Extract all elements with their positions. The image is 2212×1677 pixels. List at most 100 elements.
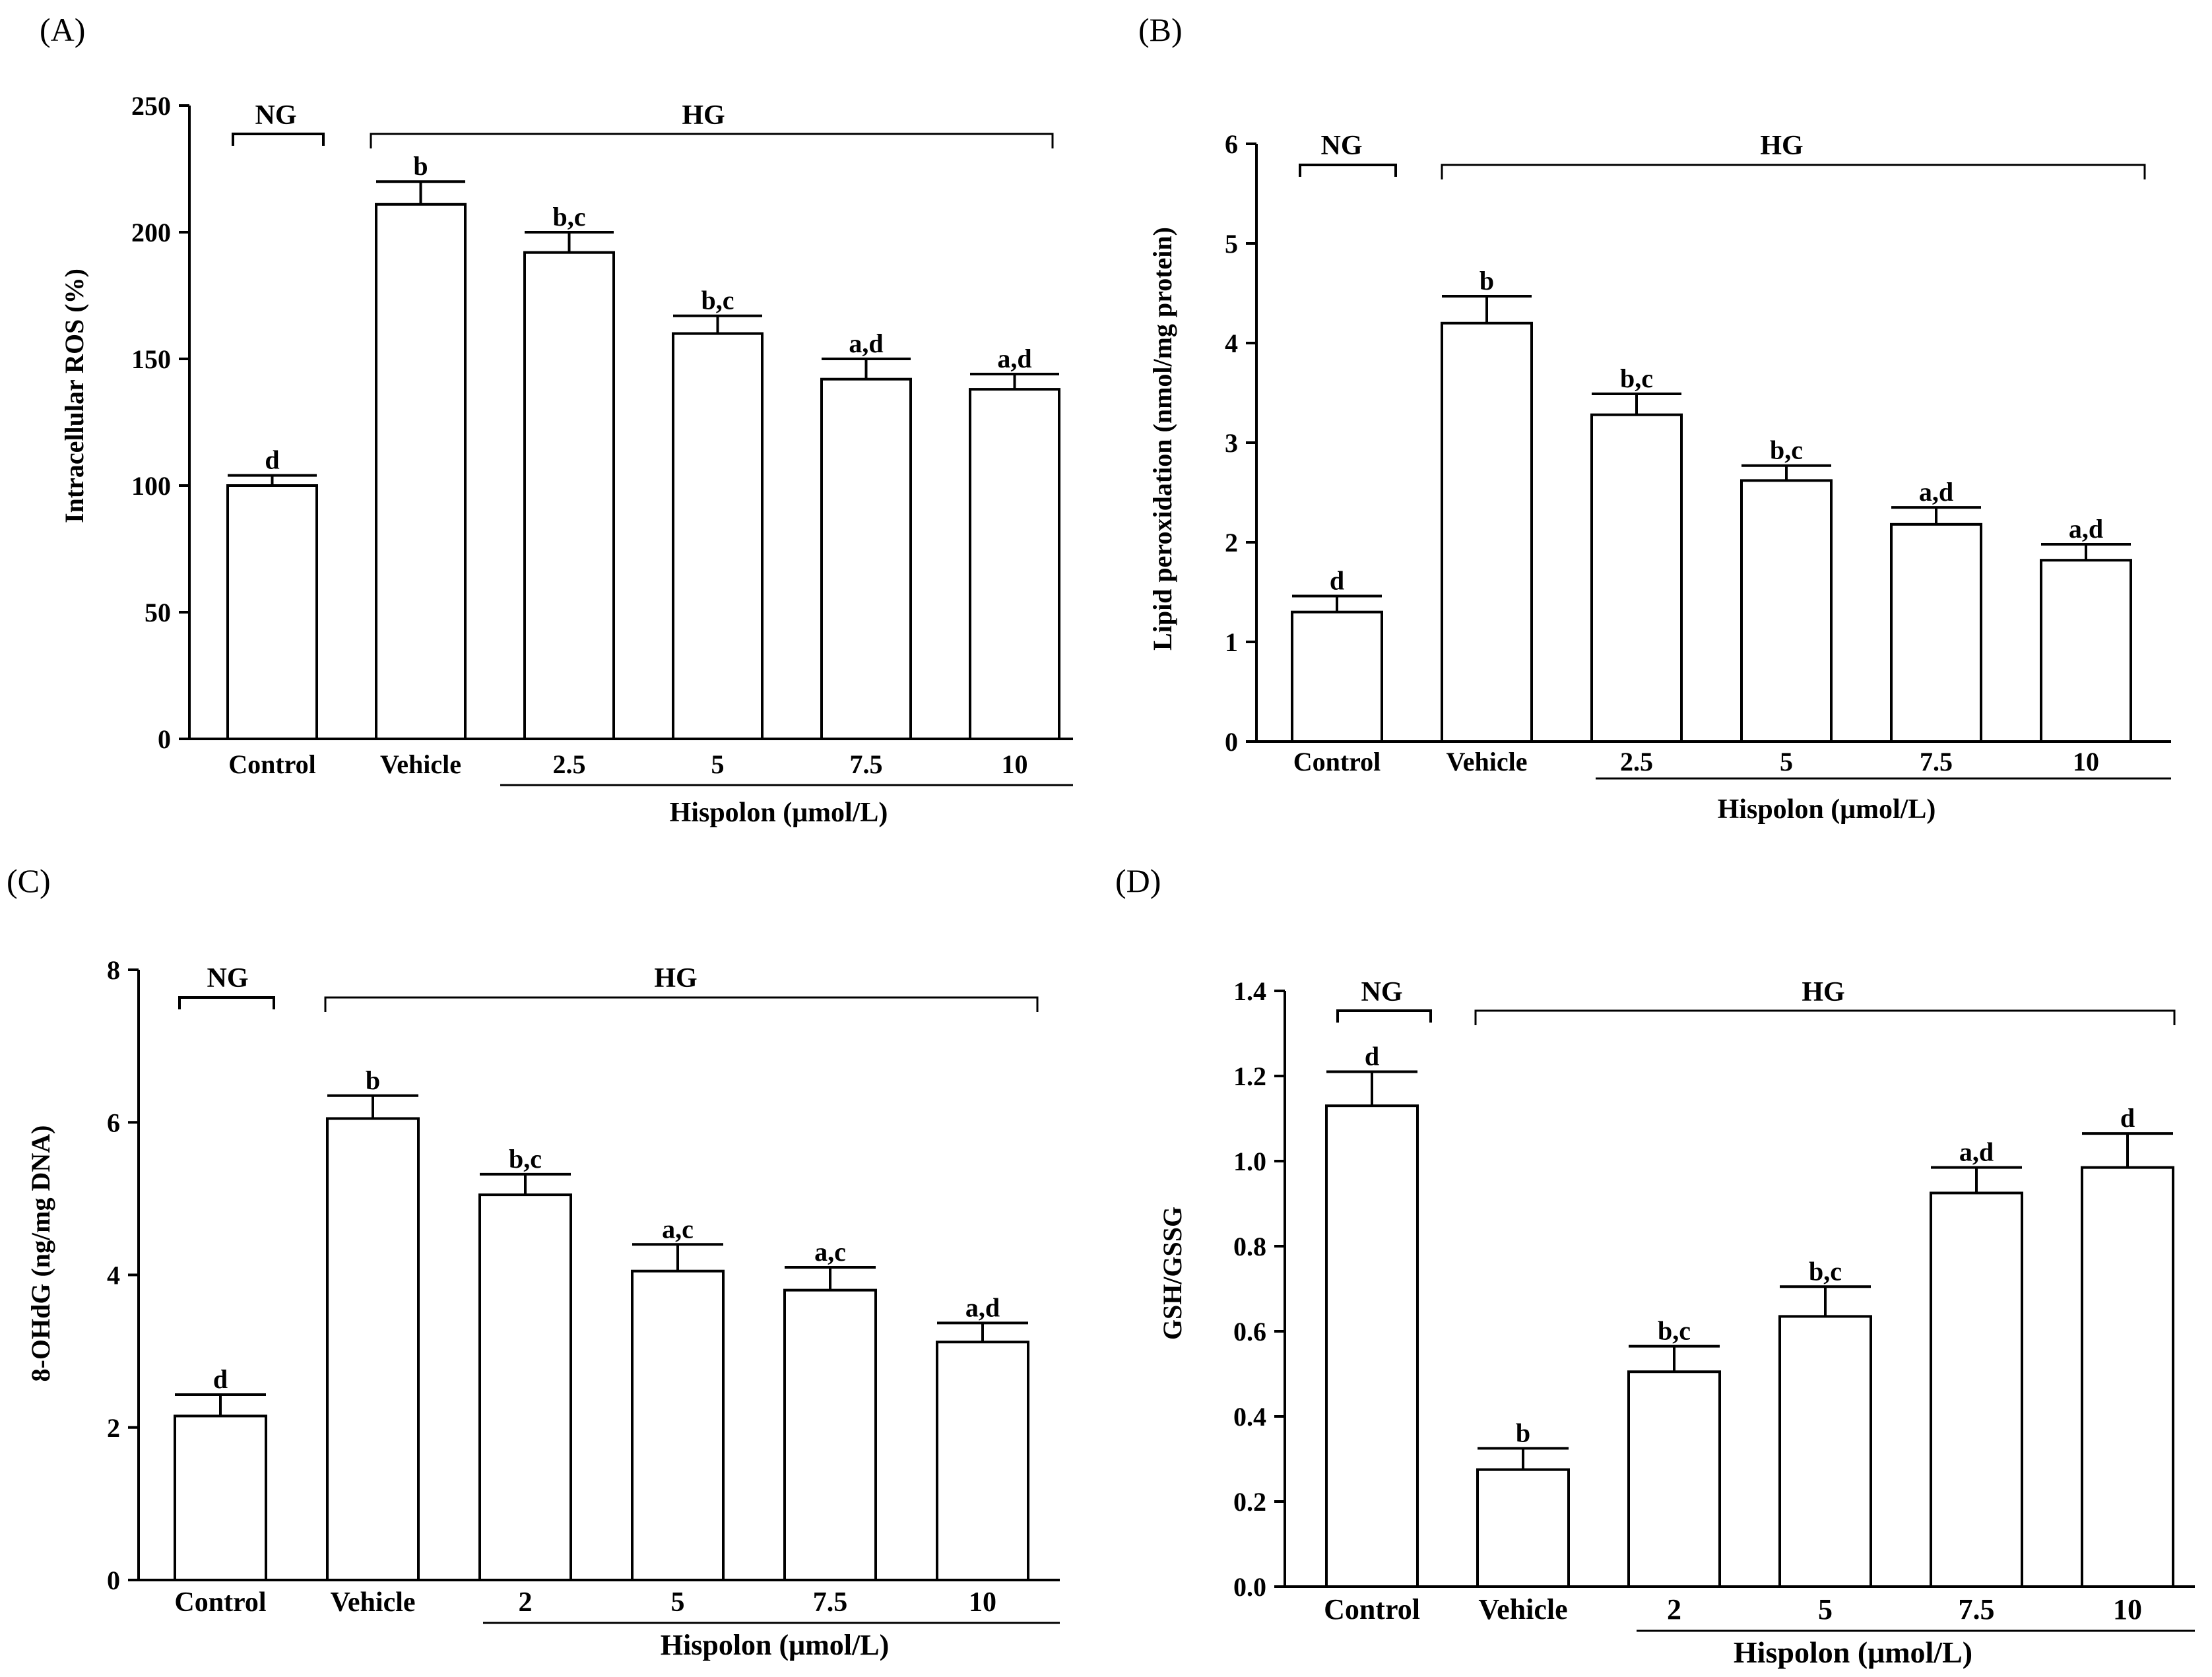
significance-label: a,d [2069,514,2103,544]
y-tick-label: 0 [158,724,171,754]
x-tick-label: 10 [1002,749,1028,779]
x-tick-label: Vehicle [380,749,461,779]
y-tick-label: 6 [1225,129,1238,159]
significance-label: a,c [814,1237,846,1267]
bar [326,1117,420,1581]
x-tick-label: 7.5 [1959,1593,1995,1626]
bar [375,203,467,740]
x-tick-label: 5 [671,1587,685,1618]
hg-bracket [370,133,1054,148]
bar [1740,479,1833,743]
bar [1627,1370,1721,1588]
significance-label: a,d [849,329,883,358]
panel-label: (B) [1138,11,1183,48]
hg-group-label: HG [654,963,697,994]
significance-label: a,d [1959,1137,1994,1167]
y-tick-label: 0.6 [1233,1317,1266,1346]
x-tick-label: Control [174,1587,266,1618]
x-tick-label: Vehicle [1478,1593,1567,1626]
y-axis-label: 8-OHdG (ng/mg DNA) [26,1125,55,1382]
y-tick-label: 4 [107,1261,120,1290]
significance-label: b,c [1658,1316,1691,1346]
hg-group-label: HG [1802,977,1844,1007]
panel-c: (C) 8-OHdG (ng/mg DNA) NG HG Hispolon (μ… [7,862,1060,1661]
y-tick-label: 3 [1225,428,1238,458]
significance-label: d [265,445,279,475]
bar [672,332,764,741]
y-tick-label: 250 [131,91,171,121]
y-tick-label: 1.2 [1233,1061,1266,1091]
y-tick-label: 200 [131,218,171,247]
x-tick-label: 10 [2113,1593,2142,1626]
hg-bracket [324,996,1039,1012]
bar [2081,1166,2174,1589]
bar [820,377,912,740]
y-tick-label: 0.2 [1233,1487,1266,1517]
panel-label: (A) [40,11,85,48]
bar [1930,1191,2023,1588]
y-tick-label: 100 [131,471,171,501]
significance-label: d [1365,1042,1379,1071]
significance-label: b,c [1809,1256,1842,1286]
hispolon-group-label: Hispolon (μmol/L) [1718,794,1936,825]
x-tick-label: 2.5 [553,749,586,779]
bar [1778,1315,1872,1589]
ng-bracket [232,133,325,146]
significance-label: d [2120,1103,2135,1133]
ng-bracket [1299,164,1397,177]
x-tick-label: 10 [969,1587,996,1618]
y-axis-label: Intracellular ROS (%) [59,269,89,523]
bar [1476,1468,1570,1588]
x-tick-label: 10 [2073,747,2099,776]
bar [478,1193,572,1581]
bar [783,1288,877,1581]
hispolon-group-label: Hispolon (μmol/L) [1734,1635,1972,1669]
y-tick-label: 150 [131,344,171,374]
hg-bracket [1441,164,2146,179]
x-tick-label: 5 [1780,747,1793,776]
panel-d: (D) GSH/GSSG NG HG Hispolon (μmol/L) 0.0… [1115,862,2195,1669]
panel-a: (A) Intracellular ROS (%) NG HG Hispolon… [40,11,1073,828]
ng-bracket [178,996,275,1009]
ng-group-label: NG [1361,977,1403,1007]
y-axis-label: GSH/GSSG [1157,1207,1187,1340]
x-tick-label: Vehicle [1447,747,1528,776]
y-tick-label: 4 [1225,329,1238,358]
significance-label: d [1330,566,1344,596]
hg-group-label: HG [682,100,725,131]
panel-label: (D) [1115,862,1161,899]
ng-group-label: NG [1321,131,1363,161]
y-tick-label: 1 [1225,627,1238,657]
x-tick-label: 7.5 [850,749,883,779]
bar [1590,413,1683,743]
x-tick-label: Control [1293,747,1381,776]
hispolon-group-label: Hispolon (μmol/L) [670,798,888,828]
significance-label: b,c [553,202,586,232]
significance-label: b,c [701,286,734,315]
bar [1325,1104,1419,1588]
ng-bracket [1336,1009,1432,1023]
y-tick-label: 8 [107,955,120,985]
ng-group-label: NG [207,963,249,994]
hg-group-label: HG [1760,131,1803,161]
significance-label: a,d [997,344,1031,373]
panel-b: (B) Lipid peroxidation (nmol/mg protein)… [1138,11,2171,825]
bar [1441,321,1533,743]
y-tick-label: 0.8 [1233,1232,1266,1261]
significance-label: b,c [1770,435,1803,465]
bar [2040,559,2132,743]
bar [174,1414,267,1581]
bar [523,251,615,741]
significance-label: b,c [509,1144,542,1174]
significance-label: b [1480,266,1494,296]
bar [226,484,318,740]
hg-bracket [1474,1009,2176,1025]
significance-label: d [213,1364,228,1394]
x-tick-label: Vehicle [330,1587,415,1618]
x-tick-label: 7.5 [1920,747,1953,776]
y-tick-label: 0 [107,1566,120,1595]
bar [936,1341,1029,1581]
y-tick-label: 2 [1225,528,1238,557]
y-tick-label: 6 [107,1108,120,1137]
